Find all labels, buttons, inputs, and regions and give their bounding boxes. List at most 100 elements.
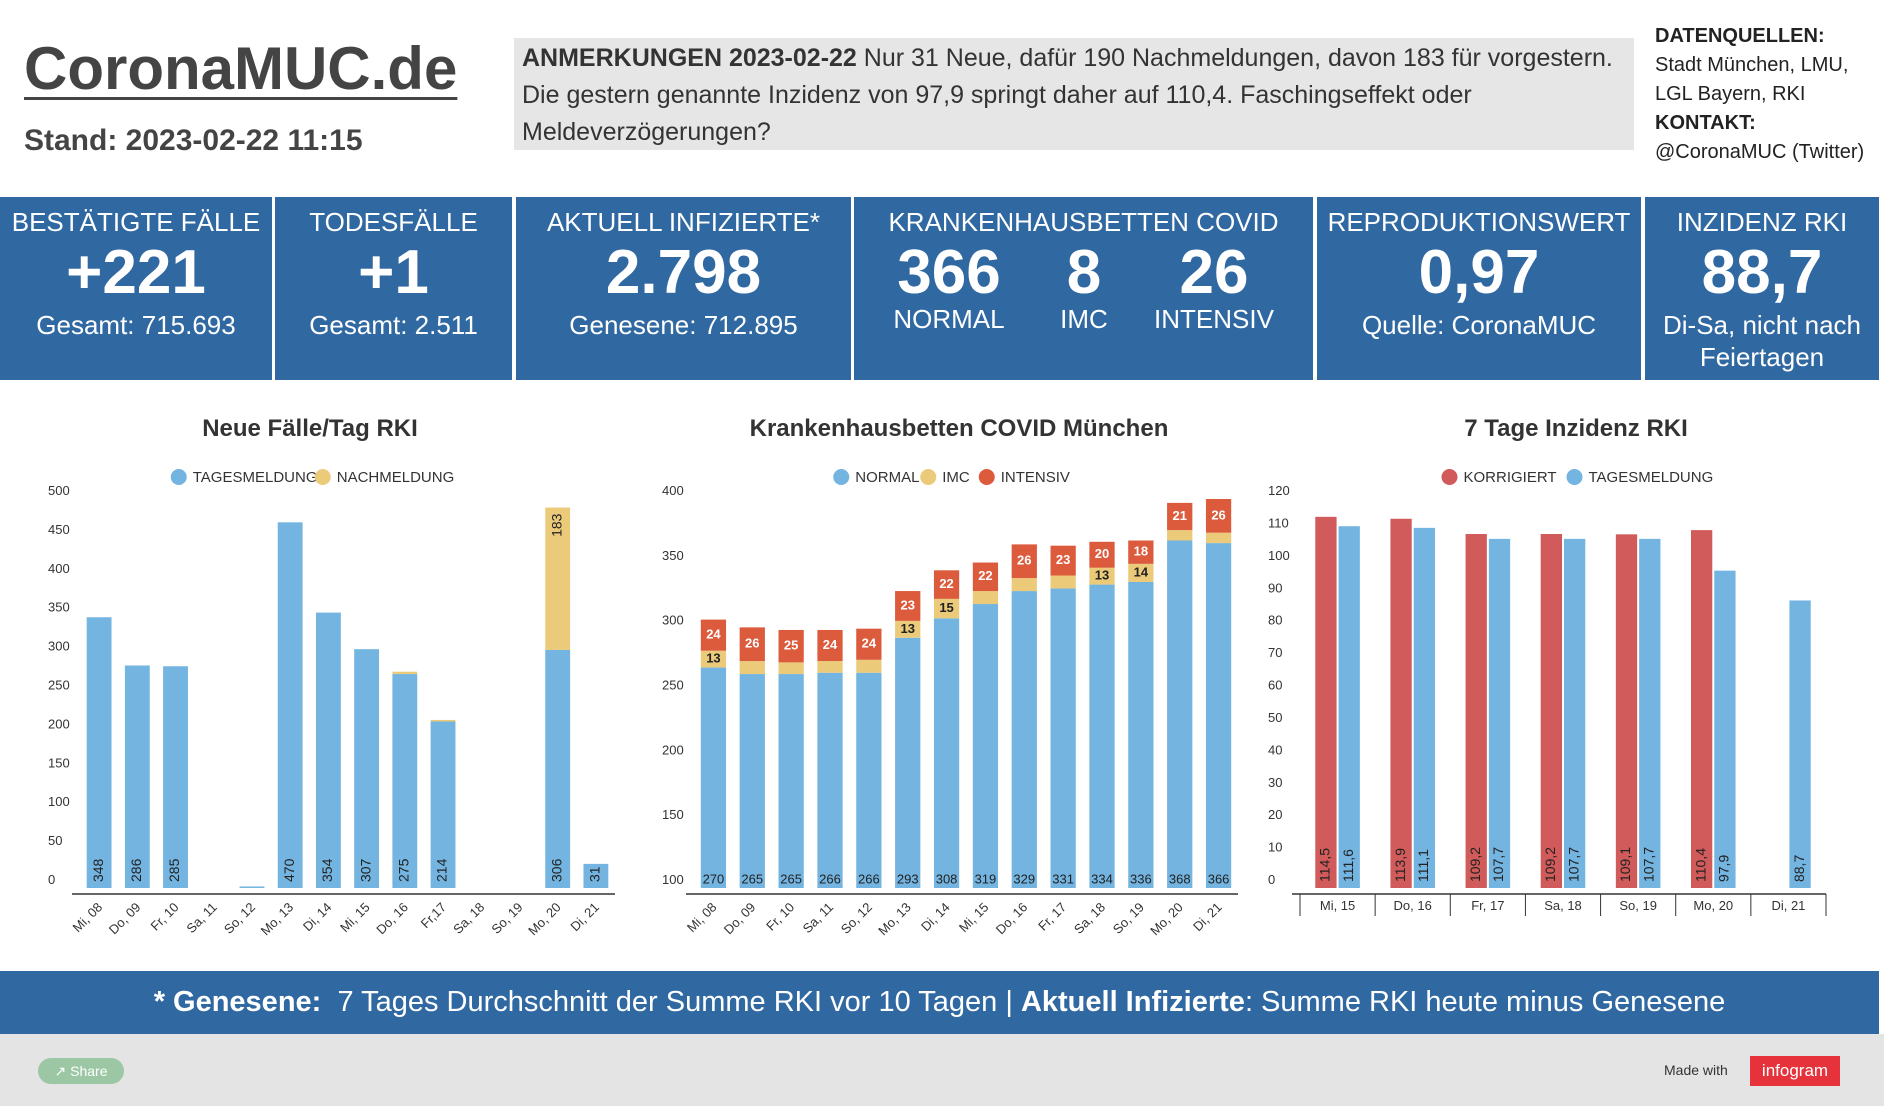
bar — [1089, 567, 1115, 585]
bar-label: 13 — [900, 621, 914, 636]
x-tick-label: Do, 09 — [721, 900, 759, 938]
y-tick-label: 300 — [662, 613, 684, 628]
bar — [277, 522, 303, 888]
bar — [817, 672, 843, 888]
bar — [1050, 575, 1076, 589]
y-tick-label: 350 — [662, 548, 684, 563]
x-tick-label: Do, 16 — [1394, 898, 1432, 913]
legend-label: TAGESMELDUNG — [1589, 469, 1714, 486]
bar — [86, 617, 112, 888]
bar-label: 306 — [548, 858, 564, 882]
y-tick-label: 40 — [1268, 742, 1282, 757]
bar-label: 266 — [858, 871, 880, 886]
bar — [739, 627, 765, 662]
y-tick-label: 350 — [48, 600, 70, 615]
y-tick-label: 150 — [662, 807, 684, 822]
bar — [545, 507, 571, 650]
x-tick-label: Fr, 17 — [1035, 900, 1069, 934]
legend-marker — [978, 469, 995, 485]
y-tick-label: 90 — [1268, 580, 1282, 595]
bar-label: 111,6 — [1340, 849, 1356, 882]
bar-label: 24 — [823, 637, 838, 652]
bar-label: 107,7 — [1490, 847, 1506, 882]
bar — [1615, 534, 1638, 888]
legend-marker — [170, 469, 187, 485]
bar — [1205, 499, 1232, 533]
bar — [1390, 518, 1412, 888]
bar — [583, 863, 609, 888]
footnote-banner: * Genesene: 7 Tages Durchschnitt der Sum… — [0, 971, 1879, 1034]
bar-label: 285 — [166, 858, 182, 882]
legend-label: TAGESMELDUNG — [193, 469, 318, 486]
bar — [933, 570, 960, 599]
y-tick-label: 50 — [48, 833, 62, 848]
bar — [1128, 581, 1154, 888]
bar-label: 21 — [1172, 508, 1186, 523]
kpi-title: TODESFÄLLE — [309, 207, 478, 237]
bar-label: 114,5 — [1317, 848, 1333, 882]
brand-link[interactable]: infogram — [1750, 1056, 1840, 1086]
legend-label: NORMAL — [855, 469, 919, 486]
x-tick-label: Do, 16 — [373, 900, 411, 938]
kpi-title: REPRODUKTIONSWERT — [1327, 207, 1631, 237]
y-tick-label: 250 — [48, 678, 70, 693]
x-tick-label: Mi, 08 — [70, 900, 106, 936]
bar — [856, 628, 882, 660]
bar — [430, 721, 456, 888]
bar — [1011, 591, 1037, 888]
bar-label: 26 — [1017, 553, 1031, 568]
site-title[interactable]: CoronaMUC.de — [24, 35, 458, 102]
y-tick-label: 200 — [48, 716, 70, 731]
chart-title: 7 Tage Inzidenz RKI — [1464, 415, 1688, 442]
bar — [1089, 541, 1115, 568]
bar-label: 286 — [128, 858, 144, 882]
bar — [972, 591, 999, 605]
bar-label: 15 — [939, 600, 953, 615]
kpi-note: Di-Sa, nicht nach Feiertagen — [1663, 310, 1861, 372]
y-tick-label: 110 — [1268, 515, 1289, 530]
footnote-text: 7 Tages Durchschnitt der Summe RKI vor 1… — [337, 986, 1013, 1018]
y-tick-label: 0 — [1268, 872, 1275, 887]
bar-label: 110,4 — [1692, 848, 1708, 882]
y-tick-label: 450 — [48, 522, 70, 537]
bar-label: 109,1 — [1617, 847, 1633, 882]
kpi-panel: REPRODUKTIONSWERT 0,97 Quelle: CoronaMUC — [1317, 197, 1641, 380]
bar — [700, 667, 727, 888]
bar — [1315, 516, 1337, 888]
kpi-label: NORMAL — [893, 304, 1005, 334]
x-tick-label: Mi, 15 — [337, 900, 373, 936]
bar — [1413, 527, 1436, 888]
share-button[interactable]: ↗ Share — [38, 1058, 124, 1084]
y-tick-label: 400 — [662, 483, 684, 498]
bar-label: 293 — [897, 871, 919, 886]
kpi-panel: KRANKENHAUSBETTEN COVID 366 NORMAL 8 IMC 2… — [854, 197, 1313, 380]
x-tick-label: Sa, 18 — [450, 900, 487, 937]
bar — [739, 661, 765, 675]
x-tick-label: Fr, 17 — [1471, 898, 1504, 913]
legend-marker — [314, 469, 331, 485]
bar-label: 26 — [745, 636, 759, 651]
bar — [739, 674, 765, 888]
bar — [1128, 540, 1154, 564]
bar-label: 22 — [939, 576, 953, 591]
bar-label: 329 — [1013, 871, 1035, 886]
y-tick-label: 60 — [1268, 678, 1282, 693]
bar — [1011, 544, 1037, 579]
bar-label: 24 — [862, 636, 877, 651]
bar — [895, 591, 921, 621]
kpi-panel: INZIDENZ RKI 88,7 Di-Sa, nicht nach Feie… — [1645, 197, 1879, 380]
bar-label: 307 — [357, 858, 373, 882]
kpi-value: +1 — [358, 238, 429, 307]
bar — [1205, 543, 1232, 888]
bar — [124, 665, 150, 888]
bar — [972, 562, 999, 592]
x-tick-label: Mi, 15 — [956, 900, 992, 936]
sources-title: DATENQUELLEN: — [1655, 25, 1825, 47]
kpi-value: 0,97 — [1418, 238, 1540, 307]
legend-marker — [1566, 469, 1583, 485]
kpi-value: 366 — [897, 238, 1001, 307]
y-tick-label: 80 — [1268, 613, 1282, 628]
bar-label: 266 — [819, 871, 841, 886]
kpi-value: +221 — [66, 238, 206, 307]
